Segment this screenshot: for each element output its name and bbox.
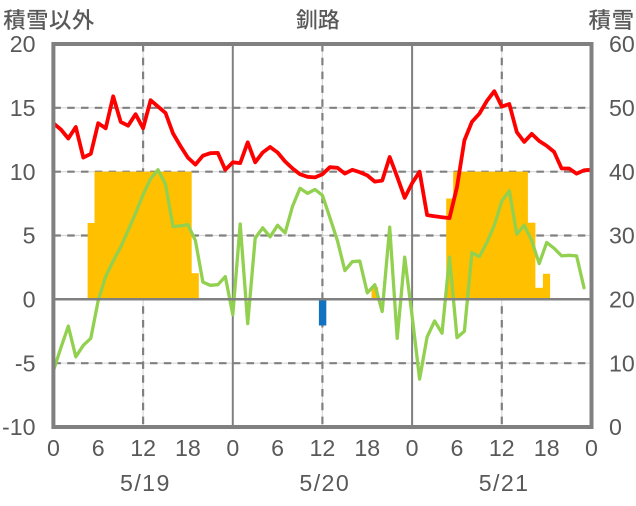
svg-text:5: 5 — [23, 223, 36, 249]
svg-text:0: 0 — [23, 287, 36, 313]
svg-text:18: 18 — [354, 435, 380, 461]
svg-text:12: 12 — [489, 435, 515, 461]
svg-text:6: 6 — [451, 435, 464, 461]
svg-text:6: 6 — [92, 435, 105, 461]
svg-text:0: 0 — [609, 414, 622, 440]
svg-text:18: 18 — [175, 435, 201, 461]
svg-text:0: 0 — [47, 435, 60, 461]
svg-text:0: 0 — [585, 435, 598, 461]
svg-text:6: 6 — [271, 435, 284, 461]
svg-text:0: 0 — [226, 435, 239, 461]
svg-text:40: 40 — [609, 159, 635, 185]
svg-text:12: 12 — [130, 435, 156, 461]
svg-text:15: 15 — [10, 95, 36, 121]
svg-text:0: 0 — [406, 435, 419, 461]
svg-text:20: 20 — [10, 31, 36, 57]
svg-text:5/20: 5/20 — [299, 470, 350, 496]
svg-text:5/19: 5/19 — [120, 470, 171, 496]
svg-text:50: 50 — [609, 95, 635, 121]
svg-text:18: 18 — [534, 435, 560, 461]
svg-text:-5: -5 — [15, 350, 36, 376]
svg-text:5/21: 5/21 — [479, 470, 530, 496]
svg-text:-10: -10 — [2, 414, 36, 440]
svg-text:12: 12 — [310, 435, 336, 461]
svg-text:20: 20 — [609, 287, 635, 313]
svg-text:10: 10 — [609, 350, 635, 376]
svg-text:10: 10 — [10, 159, 36, 185]
svg-text:60: 60 — [609, 31, 635, 57]
svg-text:30: 30 — [609, 223, 635, 249]
